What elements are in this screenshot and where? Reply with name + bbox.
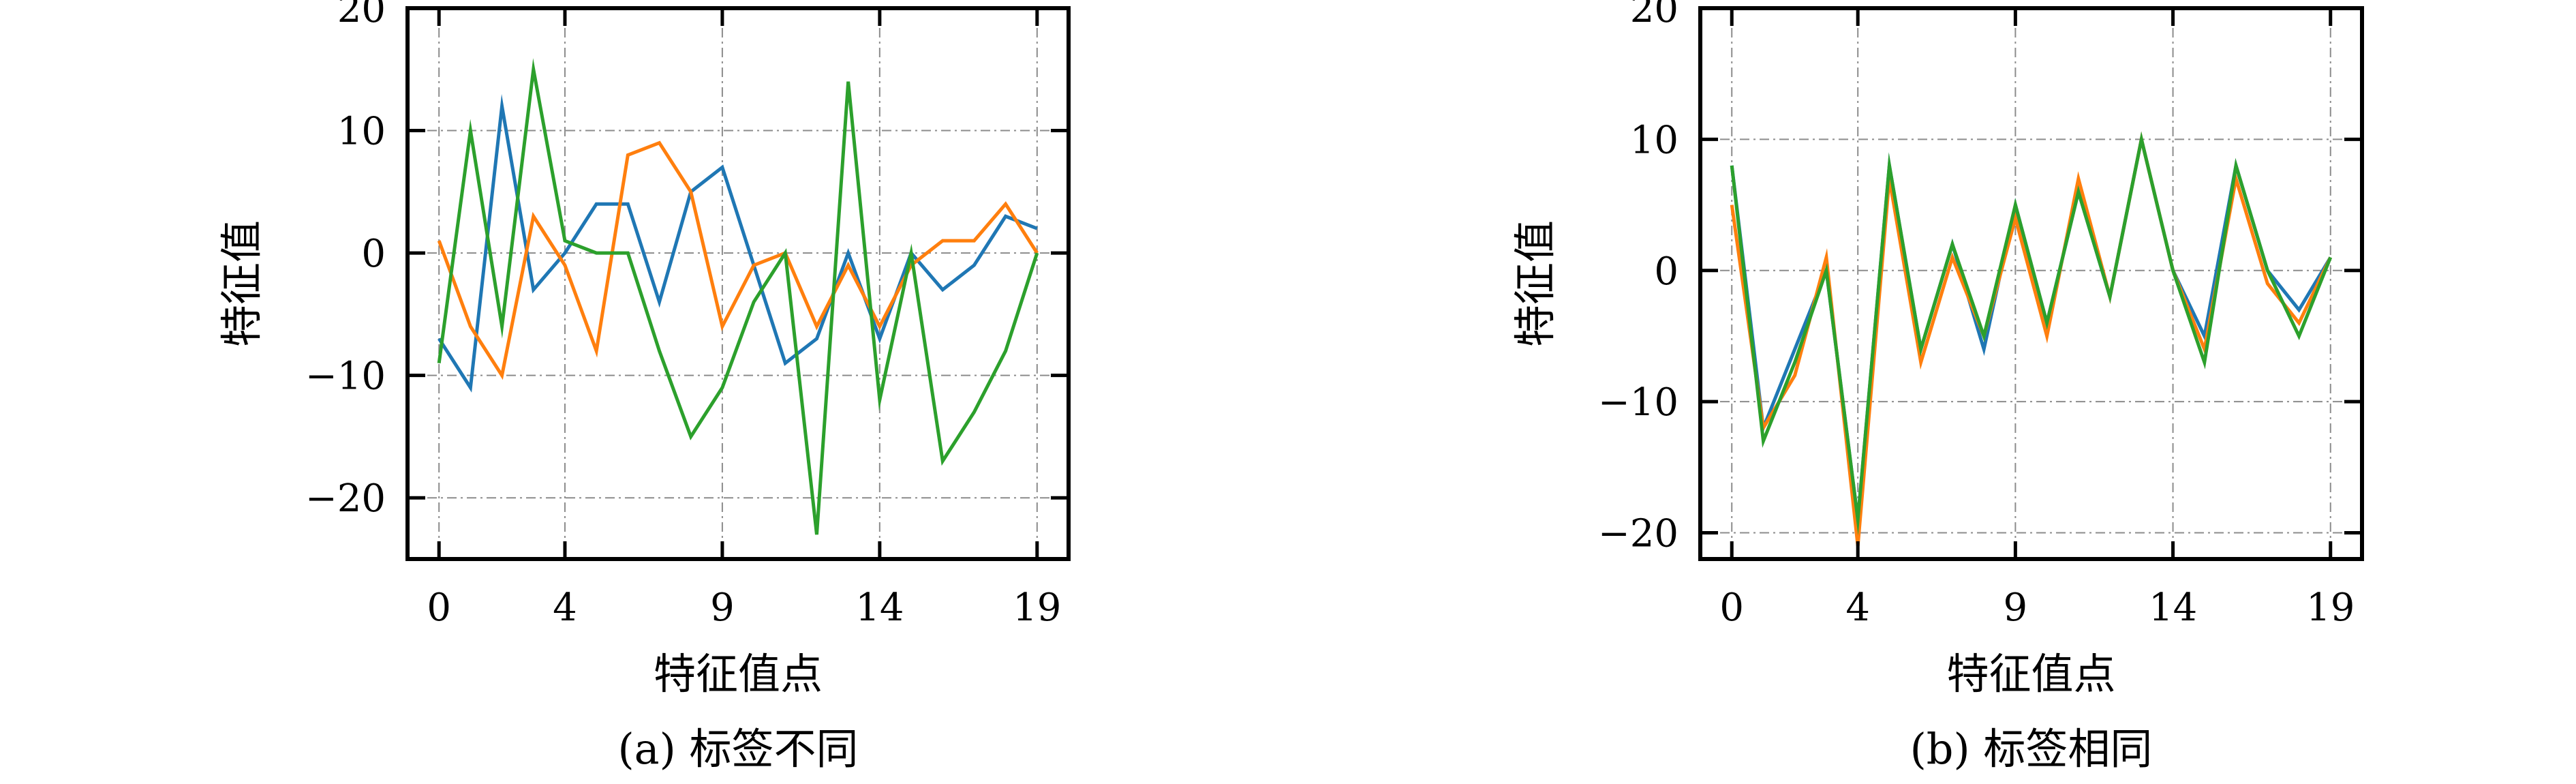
y-tick-label: 10 — [1630, 118, 1678, 162]
x-tick-label: 9 — [2004, 586, 2028, 630]
x-tick-label: 4 — [553, 586, 577, 630]
x-tick-label: 14 — [855, 586, 904, 630]
ticks-a: 0 4 9 14 19 −20 −10 0 10 20 — [305, 0, 1069, 630]
y-tick-label: 10 — [337, 110, 386, 154]
caption-b: (b) 标签相同 — [1910, 724, 2153, 774]
series-group-b — [1730, 131, 2333, 547]
y-axis-label-a: 特征值 — [217, 220, 266, 347]
plot-frame-a — [405, 6, 1071, 561]
y-tick-label: 0 — [1654, 250, 1678, 294]
caption-a: (a) 标签不同 — [617, 724, 858, 774]
x-tick-label: 19 — [1013, 586, 1061, 630]
series-line-2 — [437, 140, 1039, 380]
x-axis-label-b: 特征值点 — [1946, 649, 2115, 699]
series-group-a — [437, 58, 1039, 535]
chart-a: 0 4 9 14 19 −20 −10 0 10 20 特征值 特征值点 (a) 标签不同 — [217, 0, 1071, 774]
chart-b: 0 4 9 14 19 −20 −10 0 10 20 特征值 特征值点 (b) 标签相同 — [1510, 0, 2364, 774]
x-tick-label: 4 — [1845, 586, 1870, 630]
y-tick-label: −20 — [305, 477, 386, 521]
y-tick-label: −10 — [1598, 380, 1678, 425]
series-line-3 — [1730, 131, 2333, 536]
x-tick-label: 0 — [1719, 586, 1744, 630]
y-tick-label: −20 — [1598, 512, 1678, 556]
x-tick-label: 0 — [427, 586, 451, 630]
x-tick-label: 19 — [2306, 586, 2355, 630]
series-line-3 — [437, 58, 1039, 535]
plot-frame-b — [1698, 6, 2364, 561]
y-axis-label-b: 特征值 — [1510, 220, 1560, 347]
x-axis-label-a: 特征值点 — [654, 649, 823, 699]
y-tick-label: 0 — [361, 232, 386, 276]
y-tick-label: −10 — [305, 355, 386, 399]
x-tick-label: 14 — [2149, 586, 2197, 630]
series-line-2 — [1730, 131, 2333, 547]
y-tick-label: 20 — [337, 0, 386, 31]
ticks-b: 0 4 9 14 19 −20 −10 0 10 20 — [1598, 0, 2362, 630]
x-tick-label: 9 — [710, 586, 735, 630]
series-line-1 — [438, 93, 1038, 393]
y-tick-label: 20 — [1630, 0, 1678, 31]
